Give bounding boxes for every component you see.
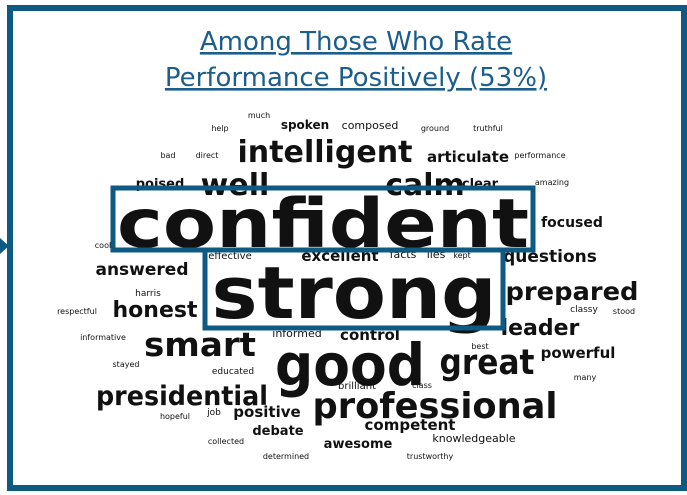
word: knowledgeable — [432, 432, 515, 445]
word: composed — [342, 119, 399, 132]
title-line: Among Those Who Rate — [200, 27, 512, 57]
word: educated — [212, 367, 254, 377]
words: much help spoken composed ground truthful bad d… — [57, 111, 638, 461]
word: spoken — [281, 118, 329, 132]
word: determined — [263, 452, 309, 461]
word: focused — [541, 215, 603, 231]
frame-pointer — [0, 238, 9, 254]
word: collected — [208, 437, 244, 446]
word: strong — [212, 251, 497, 335]
word: smart — [144, 325, 256, 364]
word: debate — [252, 424, 303, 439]
word: articulate — [427, 148, 509, 166]
word: help — [211, 124, 228, 133]
word: prepared — [506, 277, 639, 306]
word: ground — [421, 124, 449, 133]
word: performance — [514, 151, 565, 160]
word: class — [412, 381, 432, 390]
word: classy — [570, 305, 598, 315]
word: honest — [113, 298, 198, 323]
word: bad — [160, 151, 175, 160]
word: job — [206, 408, 221, 418]
word: effective — [208, 251, 251, 262]
word: hopeful — [160, 412, 190, 421]
word: positive — [233, 403, 300, 421]
word: many — [574, 373, 597, 382]
word: trustworthy — [407, 452, 454, 461]
word: truthful — [473, 124, 503, 133]
word: awesome — [324, 437, 393, 452]
word: best — [471, 342, 488, 351]
word: brilliant — [338, 381, 376, 392]
word: informative — [80, 333, 126, 342]
title-line: Performance Positively (53%) — [165, 63, 547, 93]
word: direct — [196, 151, 219, 160]
word: stayed — [113, 360, 140, 369]
word: stood — [613, 307, 635, 316]
word: powerful — [541, 344, 616, 362]
word: amazing — [535, 178, 569, 187]
word: presidential — [96, 381, 268, 412]
word: kept — [453, 251, 470, 260]
word: much — [248, 111, 270, 120]
word: respectful — [57, 307, 97, 316]
frame — [7, 5, 687, 491]
word: professional — [313, 386, 558, 427]
word: answered — [95, 260, 188, 280]
word: good — [275, 331, 425, 399]
word: competent — [365, 416, 456, 434]
highlight-box — [202, 247, 506, 331]
word: cool — [95, 241, 111, 250]
word: harris — [135, 289, 161, 299]
word: intelligent — [238, 135, 413, 170]
word: leader — [501, 316, 580, 341]
word: great — [440, 343, 535, 383]
